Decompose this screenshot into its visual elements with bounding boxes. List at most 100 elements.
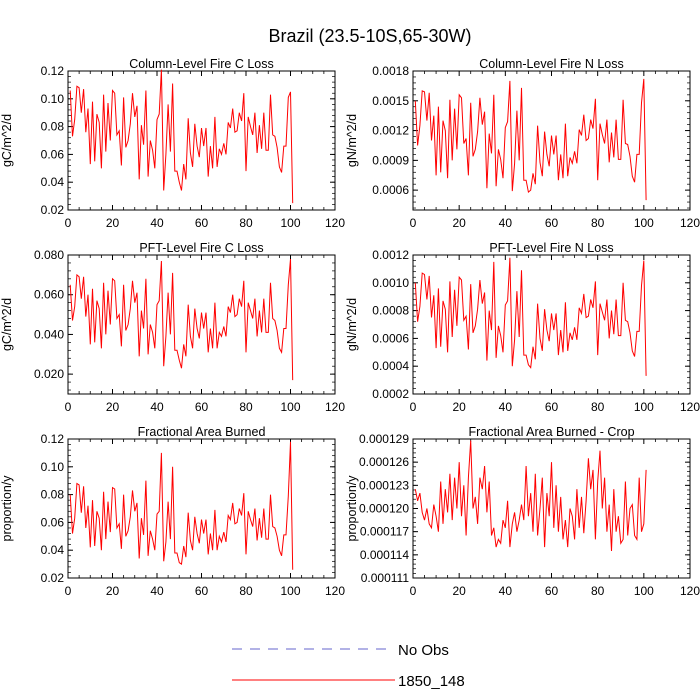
x-tick-label: 100	[634, 400, 654, 414]
legend-no-obs-label: No Obs	[398, 642, 449, 659]
panel-title: Fractional Area Burned - Crop	[468, 425, 634, 439]
x-tick-label: 20	[106, 400, 120, 414]
x-tick-label: 80	[239, 216, 253, 230]
x-tick-label: 80	[591, 216, 605, 230]
series-line-1850-148	[69, 441, 294, 570]
y-axis-label: gC/m^2/d	[0, 114, 14, 167]
y-tick-label: 0.10	[41, 92, 65, 106]
panel-title: Fractional Area Burned	[138, 425, 266, 439]
x-tick-label: 0	[65, 216, 72, 230]
y-tick-label: 0.02	[41, 203, 65, 217]
y-tick-label: 0.0002	[372, 387, 409, 401]
x-tick-label: 20	[452, 216, 466, 230]
y-tick-label: 0.06	[41, 147, 65, 161]
y-tick-label: 0.04	[41, 175, 65, 189]
x-tick-label: 80	[239, 584, 253, 598]
x-tick-label: 60	[545, 584, 559, 598]
x-tick-label: 0	[65, 400, 72, 414]
x-tick-label: 40	[499, 584, 513, 598]
panel-5: Fractional Area Burned proportion/y 0 20 40 6…	[0, 425, 345, 598]
y-tick-label: 0.12	[41, 64, 65, 78]
x-tick-label: 20	[452, 400, 466, 414]
panel-4: PFT-Level Fire N Loss gN/m^2/d 0 20 40 60 80 10…	[345, 241, 700, 414]
y-tick-label: 0.0009	[372, 153, 409, 167]
x-tick-label: 120	[325, 216, 345, 230]
x-tick-label: 20	[452, 584, 466, 598]
legend: No Obs 1850_148	[232, 642, 465, 690]
panel-title: PFT-Level Fire C Loss	[139, 241, 263, 255]
y-tick-label: 0.000123	[359, 478, 409, 492]
y-tick-label: 0.000129	[359, 432, 409, 446]
x-tick-label: 0	[410, 584, 417, 598]
y-axis-label: gN/m^2/d	[345, 298, 359, 351]
series-line-1850-148	[414, 257, 647, 376]
x-tick-label: 60	[195, 584, 209, 598]
y-tick-label: 0.06	[41, 515, 65, 529]
x-tick-label: 100	[634, 584, 654, 598]
plot-frame	[67, 70, 336, 211]
y-tick-label: 0.000111	[361, 571, 410, 585]
panel-title: PFT-Level Fire N Loss	[489, 241, 613, 255]
series-line-1850-148	[69, 69, 294, 204]
x-tick-label: 80	[591, 584, 605, 598]
y-axis-label: proportion/y	[0, 475, 14, 542]
x-tick-label: 60	[545, 216, 559, 230]
y-tick-label: 0.04	[41, 543, 65, 557]
y-tick-label: 0.0012	[372, 248, 409, 262]
panel-1: Column-Level Fire C Loss gC/m^2/d 0 20 40 60 8…	[0, 57, 345, 230]
legend-1850-148-label: 1850_148	[398, 673, 465, 690]
y-axis-label: proportion/y	[345, 475, 359, 542]
y-tick-label: 0.0015	[372, 94, 409, 108]
x-tick-label: 40	[150, 216, 164, 230]
x-tick-label: 120	[325, 400, 345, 414]
x-tick-label: 40	[150, 400, 164, 414]
x-tick-label: 40	[499, 216, 513, 230]
x-tick-label: 0	[65, 584, 72, 598]
y-tick-label: 0.08	[41, 120, 65, 134]
figure-title: Brazil (23.5-10S,65-30W)	[268, 26, 471, 46]
plot-frame	[67, 254, 336, 395]
y-tick-label: 0.020	[34, 367, 64, 381]
x-tick-label: 20	[106, 216, 120, 230]
y-tick-label: 0.000117	[360, 525, 409, 539]
y-tick-label: 0.060	[34, 288, 64, 302]
y-tick-label: 0.0008	[372, 304, 409, 318]
x-tick-label: 40	[499, 400, 513, 414]
x-tick-label: 20	[106, 584, 120, 598]
x-tick-label: 60	[195, 400, 209, 414]
y-tick-label: 0.0012	[372, 124, 409, 138]
panels: Column-Level Fire C Loss gC/m^2/d 0 20 40 60 8…	[0, 57, 700, 598]
panel-2: Column-Level Fire N Loss gN/m^2/d 0 20 40 60 8…	[345, 57, 700, 230]
y-tick-label: 0.000114	[360, 548, 409, 562]
x-tick-label: 0	[410, 400, 417, 414]
y-tick-label: 0.0010	[372, 276, 409, 290]
y-tick-label: 0.000120	[359, 502, 409, 516]
x-tick-label: 60	[195, 216, 209, 230]
panel-3: PFT-Level Fire C Loss gC/m^2/d 0 20 40 60 80 10…	[0, 241, 345, 414]
y-tick-label: 0.040	[34, 327, 64, 341]
y-tick-label: 0.02	[41, 571, 65, 585]
x-tick-label: 120	[680, 400, 700, 414]
x-tick-label: 100	[634, 216, 654, 230]
x-tick-label: 0	[410, 216, 417, 230]
x-tick-label: 120	[680, 584, 700, 598]
y-tick-label: 0.12	[41, 432, 65, 446]
panel-title: Column-Level Fire N Loss	[479, 57, 624, 71]
y-tick-label: 0.08	[41, 488, 65, 502]
x-tick-label: 40	[150, 584, 164, 598]
y-tick-label: 0.10	[41, 460, 65, 474]
plot-frame	[412, 438, 691, 579]
series-line-1850-148	[69, 258, 294, 381]
y-tick-label: 0.0004	[372, 359, 409, 373]
x-tick-label: 100	[280, 584, 300, 598]
plot-frame	[412, 254, 691, 395]
y-tick-label: 0.0006	[372, 183, 409, 197]
x-tick-label: 100	[280, 216, 300, 230]
x-tick-label: 120	[680, 216, 700, 230]
x-tick-label: 120	[325, 584, 345, 598]
y-tick-label: 0.0006	[372, 331, 409, 345]
y-axis-label: gC/m^2/d	[0, 298, 14, 351]
y-tick-label: 0.080	[34, 248, 64, 262]
x-tick-label: 80	[591, 400, 605, 414]
